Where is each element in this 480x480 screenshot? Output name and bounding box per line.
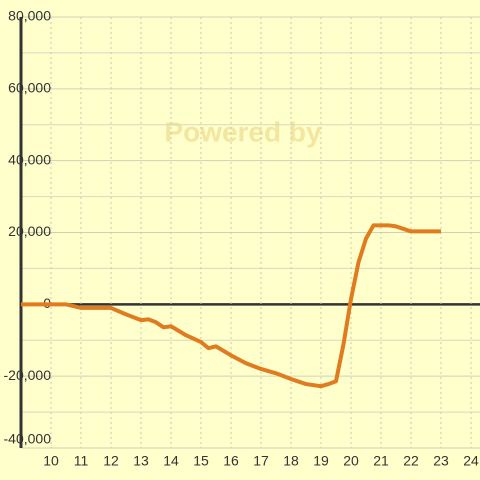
x-tick-label: 16: [223, 453, 239, 469]
x-tick-label: 15: [193, 453, 209, 469]
watermark: Powered by: [164, 116, 322, 147]
x-tick-label: 18: [283, 453, 299, 469]
x-tick-label: 20: [343, 453, 359, 469]
data-line: [21, 223, 441, 389]
y-tick-label: 60,000: [8, 80, 51, 96]
x-tick-label: 10: [43, 453, 59, 469]
y-tick-label: -40,000: [4, 431, 52, 447]
x-tick-label: 22: [403, 453, 419, 469]
x-tick-label: 12: [103, 453, 119, 469]
x-tick-label: 17: [253, 453, 269, 469]
x-tick-label: 13: [133, 453, 149, 469]
y-tick-label: -20,000: [4, 367, 52, 383]
y-tick-label: 40,000: [8, 151, 51, 167]
y-tick-label: 20,000: [8, 223, 51, 239]
x-tick-label: 14: [163, 453, 179, 469]
y-tick-label: 80,000: [8, 8, 51, 24]
x-tick-label: 23: [433, 453, 449, 469]
x-tick-label: 19: [313, 453, 329, 469]
x-tick-label: 24: [463, 453, 479, 469]
x-tick-label: 11: [74, 453, 89, 469]
x-tick-label: 21: [373, 453, 389, 469]
